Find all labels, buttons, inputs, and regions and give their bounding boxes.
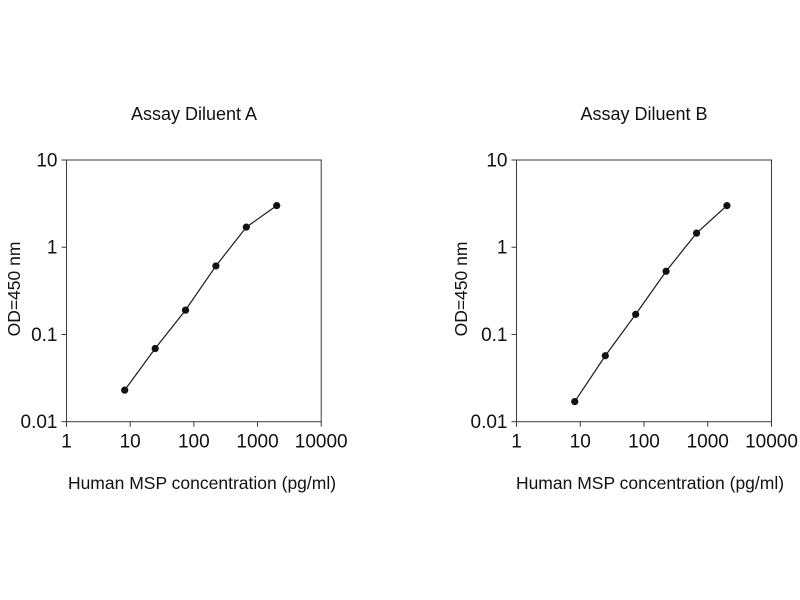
chart-title: Assay Diluent A (131, 104, 257, 124)
data-point (181, 306, 190, 314)
y-tick-label: 0.1 (481, 325, 507, 346)
chart-panel-assay-diluent-a: Assay Diluent A OD=450 nm Human MSP conc… (4, 104, 348, 493)
plot-frame (66, 159, 322, 423)
x-tick-label: 10000 (745, 432, 798, 453)
data-point (273, 202, 281, 210)
x-tick-label: 100 (628, 432, 660, 453)
x-tick-label: 1000 (236, 432, 278, 453)
plot-svg-assay-diluent-b: Assay Diluent B OD=450 nm Human MSP conc… (451, 104, 798, 493)
y-tick-label: 0.01 (471, 412, 508, 433)
plot-layer: 1 10 100 1000 10000 0.01 0.1 1 10 (21, 151, 348, 453)
y-tick-label: 10 (486, 151, 507, 172)
y-tick-label: 10 (36, 151, 57, 172)
x-tick-label: 100 (178, 432, 210, 453)
data-point (692, 229, 701, 237)
x-tick-label: 10 (120, 432, 141, 453)
data-point (242, 223, 250, 231)
data-point (723, 202, 731, 210)
y-axis-label: OD=450 nm (4, 242, 24, 337)
y-tick-label: 1 (497, 238, 508, 259)
data-point (662, 267, 670, 275)
x-tick-label: 1000 (687, 432, 729, 453)
y-axis-label: OD=450 nm (451, 242, 471, 337)
y-tick-label: 0.01 (21, 412, 58, 433)
x-tick-label: 10 (570, 432, 591, 453)
data-point (601, 352, 609, 360)
x-tick-label: 1 (61, 432, 72, 453)
plot-svg-assay-diluent-a: Assay Diluent A OD=450 nm Human MSP conc… (4, 104, 348, 493)
data-point (151, 344, 159, 353)
x-axis-label: Human MSP concentration (pg/ml) (68, 473, 336, 493)
data-point (571, 397, 579, 406)
data-point (212, 262, 220, 270)
data-line (124, 205, 278, 391)
data-point (632, 310, 640, 318)
x-axis-label: Human MSP concentration (pg/ml) (516, 473, 784, 493)
y-tick-label: 1 (47, 238, 58, 259)
data-line (574, 205, 728, 402)
plot-frame (516, 159, 772, 423)
data-point (121, 386, 129, 394)
plot-layer: 1 10 100 1000 10000 0.01 0.1 1 10 (471, 151, 798, 453)
y-tick-label: 0.1 (31, 325, 57, 346)
chart-panel-assay-diluent-b: Assay Diluent B OD=450 nm Human MSP conc… (400, 0, 800, 600)
x-tick-label: 10000 (295, 432, 348, 453)
x-tick-label: 1 (511, 432, 522, 453)
chart-title: Assay Diluent B (580, 104, 707, 124)
